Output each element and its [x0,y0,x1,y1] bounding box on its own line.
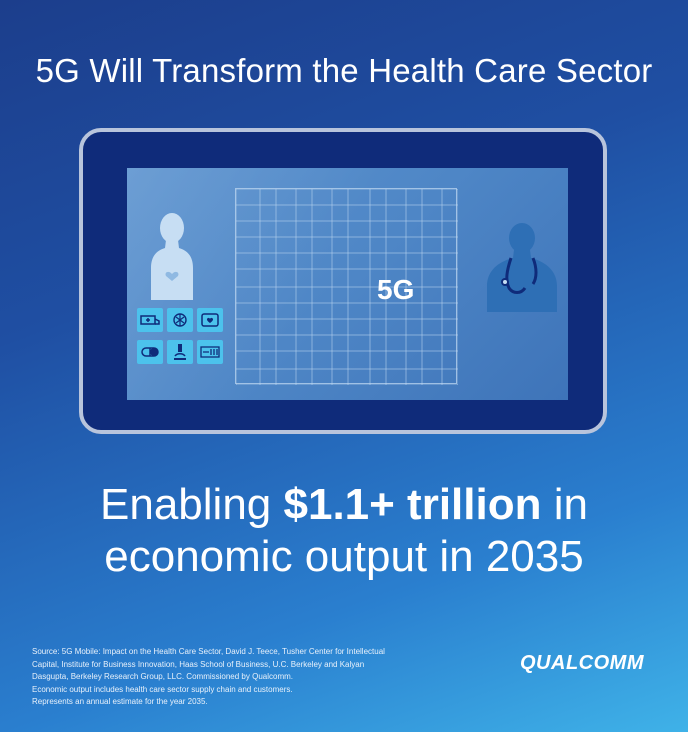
ambulance-icon [137,308,163,332]
heart-monitor-icon [197,308,223,332]
network-grid [235,188,458,385]
network-grid-lines [236,189,458,385]
footnote-line: Source: 5G Mobile: Impact on the Health … [32,647,385,656]
headline-line-1: Enabling $1.1+ trillion in [0,479,688,531]
source-footnote: Source: 5G Mobile: Impact on the Health … [32,646,452,709]
pill-icon [137,340,163,364]
footnote-line: Dasgupta, Berkeley Research Group, LLC. … [32,672,293,682]
tablet-screen: 5G [127,168,568,400]
tablet-illustration: 5G [79,128,607,434]
footnote-line: Capital, Institute for Business Innovati… [32,659,365,669]
patient-icon [151,213,193,300]
doctor-icon [487,223,557,312]
headline-prefix: Enabling [100,480,284,529]
headline-suffix: in [541,480,588,529]
headline-amount: $1.1+ trillion [283,480,542,529]
brain-icon [167,308,193,332]
headline-line-2: economic output in 2035 [104,532,584,581]
dna-sequence-icon [197,340,223,364]
microscope-icon [167,340,193,364]
footnote-line: Represents an annual estimate for the ye… [32,697,208,707]
footnote-line: Economic output includes health care sec… [32,684,293,694]
5g-label: 5G [377,274,415,305]
qualcomm-logo: QUALCOMM [520,652,644,674]
page-title: 5G Will Transform the Health Care Sector [35,52,653,89]
